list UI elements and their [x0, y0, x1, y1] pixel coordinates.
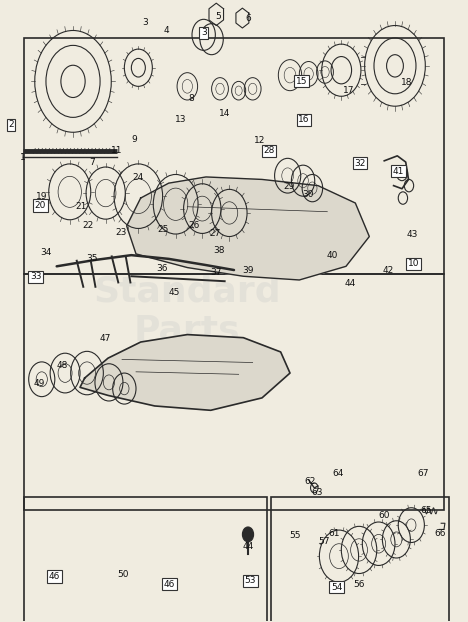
Text: 14: 14 [219, 109, 230, 118]
Text: 66: 66 [434, 529, 446, 537]
Text: 43: 43 [407, 230, 418, 239]
Text: 17: 17 [343, 86, 354, 95]
Text: 25: 25 [157, 225, 169, 234]
Text: 10: 10 [408, 259, 419, 268]
Bar [24, 274, 444, 509]
Text: 22: 22 [83, 221, 94, 230]
Text: 54: 54 [331, 583, 342, 592]
Text: 57: 57 [318, 537, 329, 546]
Text: 48: 48 [57, 361, 68, 370]
Text: 2: 2 [8, 120, 14, 129]
Text: 8: 8 [188, 94, 194, 103]
Text: 38: 38 [213, 246, 225, 254]
Text: 19: 19 [36, 192, 48, 201]
Text: 63: 63 [311, 488, 323, 497]
Text: 45: 45 [168, 288, 180, 297]
Text: 44: 44 [242, 542, 254, 551]
Text: 27: 27 [210, 229, 221, 238]
Text: 13: 13 [175, 115, 186, 124]
Text: 62: 62 [304, 477, 315, 486]
Text: 37: 37 [211, 268, 222, 277]
Bar [24, 38, 444, 274]
Bar [271, 497, 449, 622]
Text: 40: 40 [326, 251, 338, 259]
Text: 18: 18 [401, 78, 412, 87]
Text: 42: 42 [382, 266, 394, 275]
Text: 5: 5 [215, 12, 220, 21]
Text: 41: 41 [393, 167, 404, 176]
Text: 65: 65 [420, 506, 432, 516]
Polygon shape [80, 335, 290, 411]
Text: 64: 64 [332, 469, 343, 478]
Text: 24: 24 [133, 173, 144, 182]
Text: 3: 3 [201, 29, 206, 37]
Text: 28: 28 [263, 146, 275, 156]
Text: 32: 32 [354, 159, 366, 168]
Text: 21: 21 [75, 202, 87, 211]
Text: 11: 11 [110, 146, 122, 156]
Text: 61: 61 [329, 529, 340, 537]
Text: 16: 16 [298, 115, 310, 124]
Text: 44: 44 [344, 279, 355, 287]
Text: 36: 36 [156, 264, 168, 273]
Polygon shape [127, 177, 369, 280]
Bar [24, 497, 267, 622]
Text: 35: 35 [86, 254, 97, 262]
Text: 9: 9 [131, 134, 137, 144]
Text: 53: 53 [245, 577, 256, 585]
Text: 26: 26 [189, 221, 200, 231]
Text: 1: 1 [20, 152, 26, 162]
Text: 46: 46 [49, 572, 60, 581]
Text: 3: 3 [142, 18, 148, 27]
Text: 47: 47 [100, 335, 111, 343]
Text: 20: 20 [35, 201, 46, 210]
Text: 12: 12 [254, 136, 265, 145]
Text: 34: 34 [41, 248, 52, 256]
Text: 55: 55 [289, 531, 300, 540]
Circle shape [242, 527, 254, 542]
Text: 7: 7 [89, 157, 95, 167]
Text: 6: 6 [245, 14, 251, 22]
Text: Standard
Parts: Standard Parts [94, 274, 281, 348]
Text: 15: 15 [296, 77, 307, 86]
Text: 60: 60 [379, 511, 390, 520]
Text: 67: 67 [417, 469, 429, 478]
Text: 49: 49 [33, 379, 44, 388]
Text: 46: 46 [164, 580, 176, 588]
Text: 29: 29 [283, 182, 295, 192]
Text: 50: 50 [117, 570, 129, 579]
Text: 4: 4 [163, 26, 169, 35]
Text: 39: 39 [242, 266, 254, 275]
Text: 56: 56 [353, 580, 365, 588]
Text: 30: 30 [302, 190, 314, 199]
Text: 33: 33 [30, 272, 42, 281]
Text: 23: 23 [116, 228, 127, 238]
